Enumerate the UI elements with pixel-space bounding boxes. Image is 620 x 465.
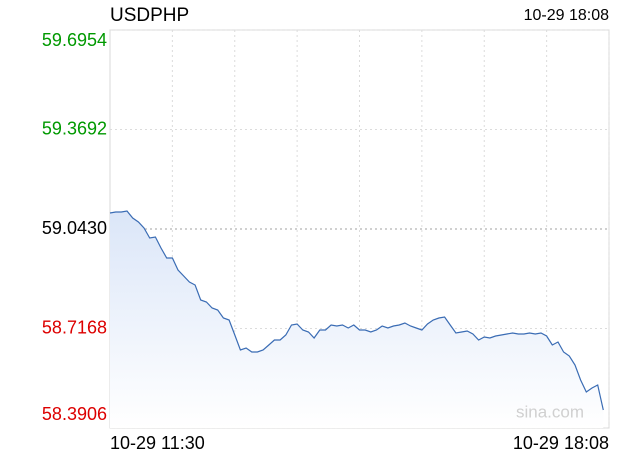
watermark: sina.com [516,402,584,421]
y-tick-label: 59.3692 [42,118,107,138]
y-tick-label: 59.6954 [42,30,107,50]
line [109,210,604,411]
x-tick-label: 10-29 18:08 [513,433,609,453]
x-tick-label: 10-29 11:30 [110,433,205,453]
y-tick-label: 58.7168 [42,317,107,337]
y-tick-label: 59.0430 [42,218,107,238]
area [110,211,604,428]
timestamp: 10-29 18:08 [524,7,610,24]
chart-title: USDPHP [110,5,189,26]
y-tick-label: 58.3906 [42,404,107,424]
